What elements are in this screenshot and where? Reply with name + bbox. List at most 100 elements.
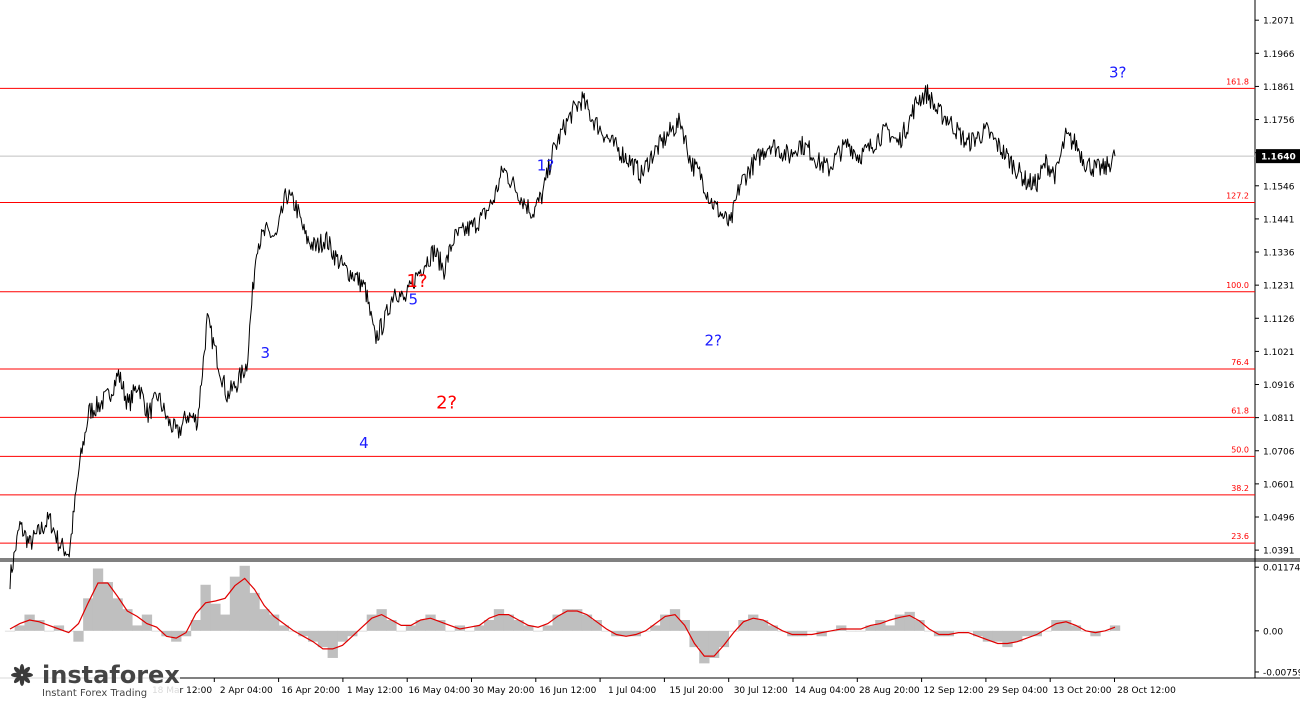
oscillator-bar bbox=[689, 630, 700, 648]
oscillator-bar bbox=[132, 625, 143, 631]
oscillator-bar bbox=[953, 630, 964, 632]
price-tick-label: 1.1441 bbox=[1263, 215, 1295, 225]
price-tick-label: 1.1231 bbox=[1263, 282, 1295, 292]
oscillator-bar bbox=[484, 620, 495, 631]
instaforex-logo-icon bbox=[11, 664, 33, 686]
oscillator-bar bbox=[4, 630, 16, 632]
oscillator-bar bbox=[630, 630, 642, 637]
oscillator-bar bbox=[1002, 630, 1013, 648]
oscillator-bar bbox=[875, 620, 886, 631]
logo-petal bbox=[13, 666, 22, 675]
oscillator-bar bbox=[171, 630, 182, 642]
fib-level-label: 76.4 bbox=[1231, 358, 1249, 367]
oscillator-bar bbox=[396, 630, 407, 632]
fib-level-label: 161.8 bbox=[1226, 77, 1249, 86]
fib-level-label: 100.0 bbox=[1226, 281, 1249, 290]
oscillator-bar bbox=[1012, 630, 1023, 642]
oscillator-bar bbox=[259, 609, 270, 631]
oscillator-bar bbox=[327, 630, 338, 658]
oscillator-bar bbox=[141, 614, 153, 631]
oscillator-bar bbox=[220, 614, 231, 631]
oscillator-bar bbox=[102, 582, 113, 631]
oscillator-bar bbox=[806, 630, 818, 632]
time-tick-label: 1 May 12:00 bbox=[347, 686, 403, 696]
oscillator-bar bbox=[347, 630, 358, 637]
oscillator-bar bbox=[943, 630, 954, 637]
time-tick-label: 14 Aug 04:00 bbox=[795, 686, 856, 696]
oscillator-bar bbox=[513, 620, 524, 631]
oscillator-bar bbox=[601, 630, 612, 632]
fib-level-label: 50.0 bbox=[1231, 445, 1249, 454]
fib-level-label: 23.6 bbox=[1231, 532, 1249, 541]
oscillator-bar bbox=[855, 630, 866, 632]
logo-petal bbox=[22, 666, 31, 675]
oscillator-bar bbox=[728, 630, 739, 632]
time-tick-label: 13 Oct 20:00 bbox=[1053, 686, 1112, 696]
oscillator-bar bbox=[53, 625, 65, 631]
logo-backdrop bbox=[0, 656, 180, 700]
oscillator-bar bbox=[982, 630, 994, 642]
logo-petal bbox=[13, 675, 22, 684]
time-tick-label: 30 Jul 12:00 bbox=[734, 686, 788, 696]
oscillator-bar bbox=[337, 630, 348, 642]
oscillator-bar bbox=[298, 630, 309, 637]
time-tick-label: 30 May 20:00 bbox=[473, 686, 535, 696]
price-tick-label: 1.1126 bbox=[1263, 315, 1295, 325]
wave-label: 2? bbox=[704, 331, 722, 349]
oscillator-bar bbox=[24, 614, 35, 631]
price-tick-label: 1.0916 bbox=[1263, 381, 1295, 391]
time-tick-label: 12 Sep 12:00 bbox=[924, 686, 984, 696]
oscillator-bar bbox=[386, 620, 397, 631]
oscillator-bar bbox=[532, 630, 544, 632]
oscillator-bar bbox=[268, 614, 280, 631]
price-tick-label: 1.0496 bbox=[1263, 513, 1295, 523]
time-tick-label: 28 Oct 12:00 bbox=[1117, 686, 1176, 696]
price-tick-label: 1.1021 bbox=[1263, 348, 1295, 358]
oscillator-bar bbox=[924, 630, 935, 632]
oscillator-tick-label: -0.00759 bbox=[1263, 668, 1300, 678]
logo-wordmark: instaforex bbox=[42, 661, 180, 689]
oscillator-bar bbox=[914, 620, 925, 631]
oscillator-bar bbox=[376, 609, 387, 631]
time-tick-label: 18 Mar 12:00 bbox=[152, 686, 212, 696]
fib-level-label: 61.8 bbox=[1231, 406, 1249, 415]
price-tick-label: 1.0706 bbox=[1263, 447, 1295, 457]
oscillator-bar bbox=[180, 630, 192, 637]
oscillator-bar bbox=[1070, 625, 1082, 631]
price-tick-label: 1.0391 bbox=[1263, 547, 1295, 557]
oscillator-bar bbox=[503, 614, 514, 631]
oscillator-bar bbox=[425, 614, 436, 631]
oscillator-bar bbox=[620, 630, 632, 637]
current-price-label: 1.1640 bbox=[1261, 153, 1296, 163]
oscillator-bar bbox=[523, 625, 534, 631]
oscillator-bar bbox=[1051, 620, 1062, 631]
oscillator-bar bbox=[581, 614, 593, 631]
price-tick-label: 1.2071 bbox=[1263, 17, 1295, 27]
wave-label: 3 bbox=[261, 344, 271, 362]
oscillator-bar bbox=[210, 603, 221, 631]
oscillator-bar bbox=[748, 614, 759, 631]
oscillator-bar bbox=[356, 630, 368, 632]
wave-label: 1? bbox=[537, 156, 555, 174]
oscillator-bar bbox=[650, 625, 661, 631]
oscillator-bar bbox=[796, 630, 808, 637]
time-tick-label: 16 May 04:00 bbox=[408, 686, 470, 696]
wave-label: 4 bbox=[359, 434, 369, 452]
oscillator-signal-line bbox=[9, 577, 1116, 657]
time-tick-label: 29 Sep 04:00 bbox=[988, 686, 1048, 696]
oscillator-bar bbox=[757, 620, 769, 631]
price-tick-label: 1.1546 bbox=[1263, 182, 1295, 192]
oscillator-bar bbox=[865, 625, 876, 631]
oscillator-bar bbox=[787, 630, 798, 637]
oscillator-bar bbox=[738, 620, 749, 631]
oscillator-bar bbox=[708, 630, 720, 658]
oscillator-bar bbox=[767, 625, 778, 631]
price-tick-label: 1.0601 bbox=[1263, 480, 1295, 490]
oscillator-bar bbox=[1041, 630, 1052, 632]
wave-label: 1? bbox=[407, 271, 428, 292]
oscillator-bar bbox=[73, 630, 84, 642]
wave-label: 3? bbox=[1109, 63, 1127, 81]
oscillator-bar bbox=[308, 630, 319, 642]
time-tick-label: 16 Jun 12:00 bbox=[539, 686, 596, 696]
